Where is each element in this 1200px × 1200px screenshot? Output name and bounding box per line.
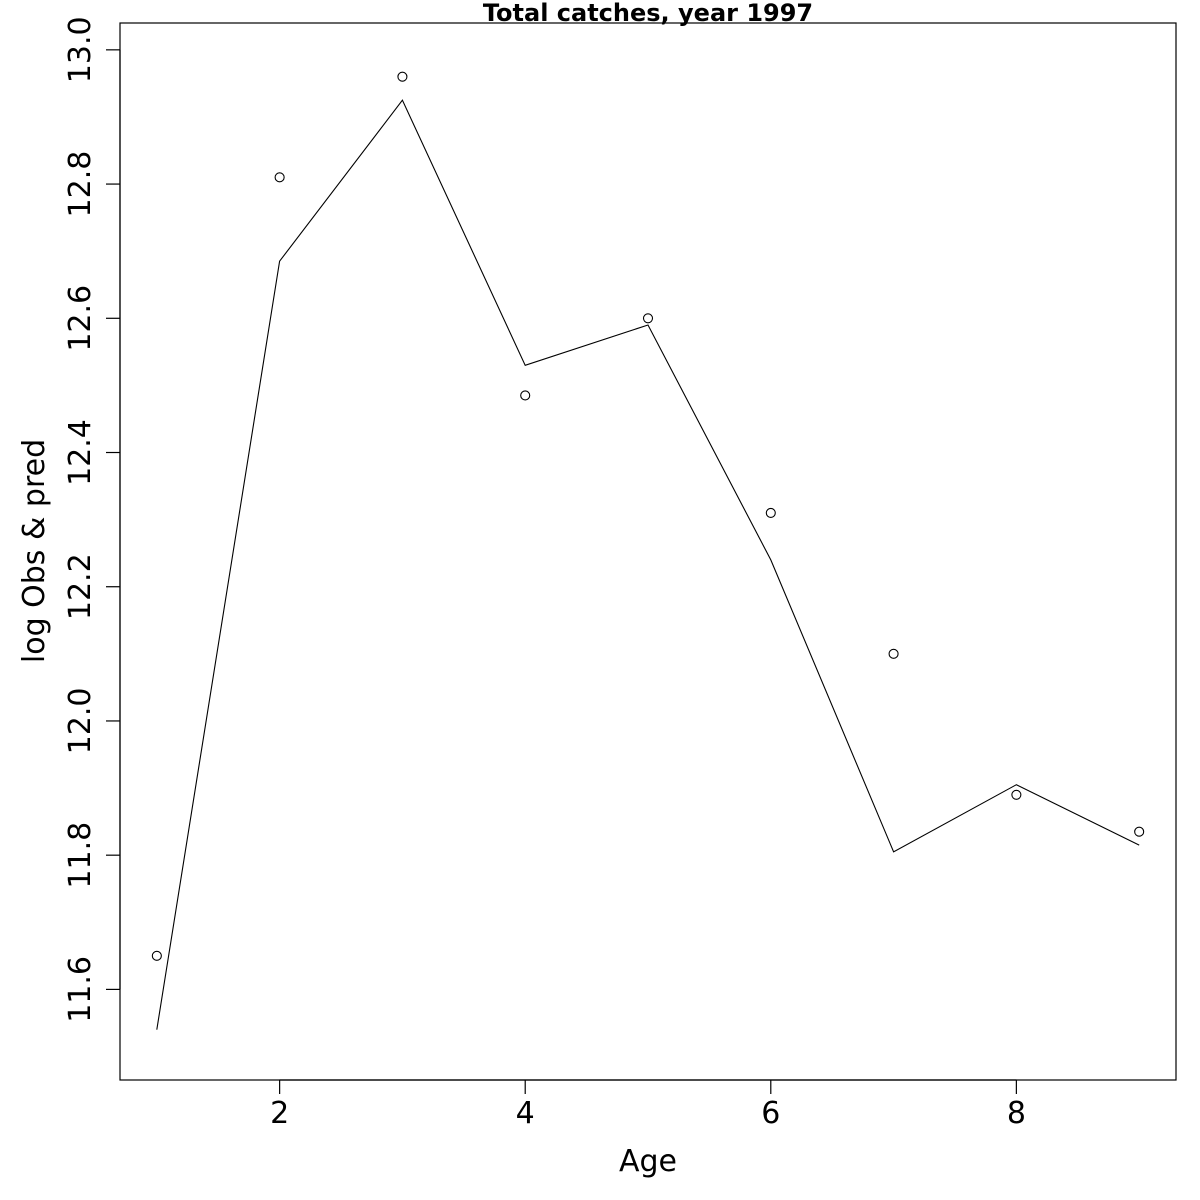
predicted-line (156, 99, 1140, 1030)
observed-point (888, 648, 899, 659)
y-tick-label: 12.4 (63, 419, 98, 486)
y-axis-label: log Obs & pred (17, 439, 52, 663)
series-layer (151, 71, 1145, 1030)
y-tick-label: 12.0 (63, 688, 98, 755)
observed-point (274, 172, 285, 183)
x-axis-label: Age (619, 1144, 677, 1179)
y-axis: 11.6 11.8 12.0 12.2 12.4 12.6 12.8 13.0 (63, 16, 121, 1023)
y-tick-label: 11.6 (63, 956, 98, 1023)
y-tick-label: 12.8 (63, 151, 98, 218)
observed-point (1134, 826, 1145, 837)
observed-point (397, 71, 408, 82)
x-tick-label: 2 (270, 1096, 289, 1131)
y-tick-label: 11.8 (63, 822, 98, 889)
observed-point (642, 313, 654, 324)
observed-point (765, 507, 776, 518)
observed-point (520, 390, 531, 401)
y-tick-label: 12.6 (63, 285, 98, 352)
x-tick-label: 4 (516, 1096, 535, 1131)
observed-point (1011, 789, 1022, 800)
x-tick-label: 6 (761, 1096, 780, 1131)
y-tick-label: 13.0 (63, 16, 98, 83)
y-tick-label: 12.2 (63, 553, 98, 620)
observed-point (151, 950, 162, 961)
x-tick-label: 8 (1007, 1096, 1026, 1131)
x-axis: 2 4 6 8 (270, 1079, 1026, 1131)
